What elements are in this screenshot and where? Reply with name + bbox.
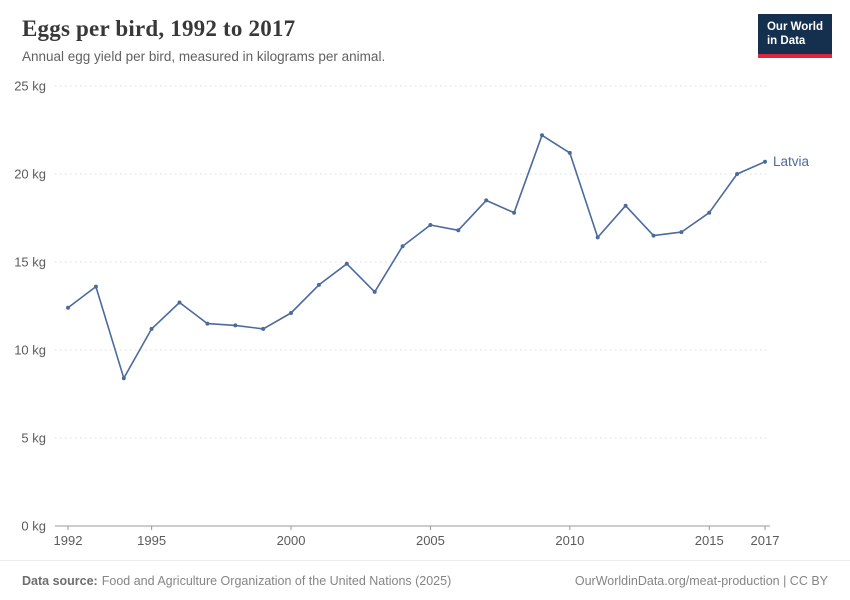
x-axis-tick-label: 2010: [555, 533, 584, 548]
data-point[interactable]: [289, 311, 293, 315]
data-point[interactable]: [261, 326, 266, 331]
y-axis-tick-label: 0 kg: [21, 519, 46, 534]
chart-title: Eggs per bird, 1992 to 2017: [22, 16, 296, 41]
owid-logo-line1: Our World: [766, 21, 823, 33]
data-point[interactable]: [372, 289, 377, 294]
data-point[interactable]: [428, 223, 433, 227]
data-point[interactable]: [735, 172, 740, 176]
data-point[interactable]: [512, 210, 517, 215]
x-axis-tick-label: 2000: [277, 533, 306, 548]
data-point[interactable]: [484, 198, 489, 203]
y-axis-tick-label: 15 kg: [14, 255, 46, 270]
x-axis-tick-label: 1995: [137, 533, 166, 548]
data-point[interactable]: [344, 261, 349, 266]
x-axis-tick-label: 1992: [54, 533, 83, 548]
owid-logo[interactable]: Our World in Data: [757, 14, 832, 58]
y-axis-tick-label: 25 kg: [14, 79, 46, 94]
data-source: Data source: Food and Agriculture Organiz…: [22, 574, 451, 588]
chart-footer: Data source: Food and Agriculture Organiz…: [0, 560, 850, 600]
data-point[interactable]: [149, 326, 154, 331]
data-point[interactable]: [316, 282, 321, 287]
data-source-label: Data source:: [22, 573, 98, 588]
x-axis-tick-label: 2017: [751, 533, 780, 548]
chart-header: Eggs per bird, 1992 to 2017 Annual egg y…: [0, 0, 850, 64]
owid-logo-line2: in Data: [766, 35, 806, 48]
data-point[interactable]: [679, 230, 684, 235]
data-point[interactable]: [456, 228, 461, 233]
data-point[interactable]: [651, 233, 656, 238]
series-label-latvia[interactable]: Latvia: [773, 154, 810, 169]
data-point[interactable]: [540, 133, 544, 138]
x-axis-tick-label: 2005: [416, 533, 445, 548]
x-axis-tick-label: 2015: [695, 533, 724, 548]
data-point[interactable]: [707, 210, 712, 215]
data-point[interactable]: [623, 203, 628, 208]
data-point[interactable]: [595, 235, 600, 240]
y-axis-tick-label: 20 kg: [14, 167, 46, 182]
chart-area: 0 kg 5 kg 10 kg 15 kg 20 kg 25 kg 1992 1995 2000…: [0, 70, 850, 557]
y-axis-tick-label: 5 kg: [21, 431, 46, 446]
data-point[interactable]: [233, 323, 238, 328]
series-line-latvia[interactable]: [67, 134, 766, 379]
chart-subtitle: Annual egg yield per bird, measured in k…: [22, 49, 386, 64]
data-point[interactable]: [763, 159, 767, 164]
data-point[interactable]: [177, 300, 182, 305]
data-point[interactable]: [93, 284, 98, 289]
data-point[interactable]: [66, 305, 70, 310]
data-point[interactable]: [121, 376, 126, 381]
line-chart[interactable]: 0 kg 5 kg 10 kg 15 kg 20 kg 25 kg 1992 1995 2000…: [0, 70, 850, 552]
data-point[interactable]: [400, 244, 405, 249]
citation-link[interactable]: OurWorldinData.org/meat-production | CC …: [574, 573, 828, 588]
y-axis-tick-label: 10 kg: [14, 343, 46, 358]
data-source-text: Food and Agriculture Organization of the…: [101, 573, 452, 588]
data-point[interactable]: [567, 150, 572, 155]
data-point[interactable]: [205, 321, 210, 326]
